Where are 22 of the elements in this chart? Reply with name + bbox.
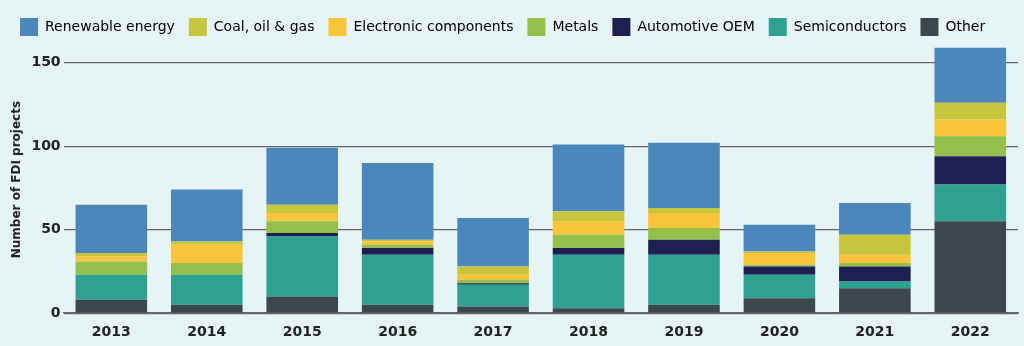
y-tick-label: 50 <box>41 220 61 237</box>
legend-label: Coal, oil & gas <box>213 17 315 34</box>
legend-label: Renewable energy <box>45 17 175 34</box>
legend-label: Semiconductors <box>793 17 907 34</box>
legend-label: Metals <box>552 17 599 34</box>
y-tick-label: 150 <box>31 53 61 70</box>
legend-label: Other <box>945 17 986 34</box>
x-tick-label: 2016 <box>378 323 418 340</box>
x-tick-label: 2022 <box>950 323 990 340</box>
legend-label: Electronic components <box>353 17 514 34</box>
x-tick-label: 2021 <box>855 323 895 340</box>
x-tick-label: 2015 <box>282 323 322 340</box>
legend-label: Automotive OEM <box>637 17 755 34</box>
x-tick-label: 2018 <box>569 323 609 340</box>
x-tick-label: 2019 <box>664 323 704 340</box>
x-tick-label: 2020 <box>759 323 800 340</box>
y-axis-title: Number of FDI projects <box>9 100 24 259</box>
x-tick-label: 2017 <box>473 323 513 340</box>
x-tick-label: 2013 <box>91 323 131 340</box>
x-tick-label: 2014 <box>187 323 227 340</box>
y-tick-label: 100 <box>31 136 61 153</box>
y-tick-label: 0 <box>50 303 61 320</box>
